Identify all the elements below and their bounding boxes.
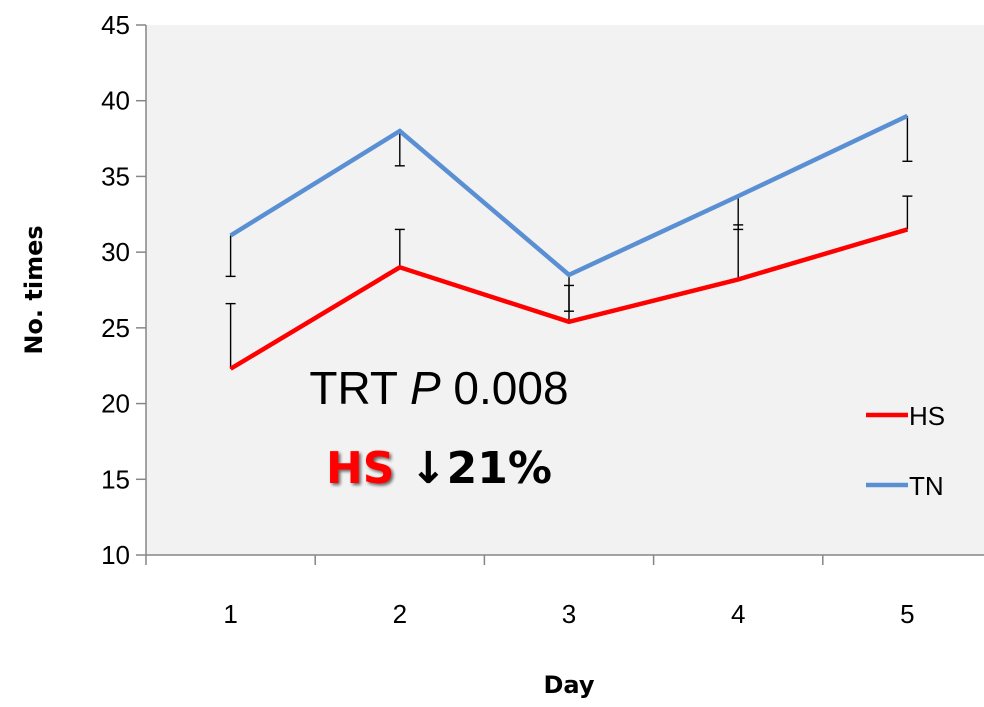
x-tick-label: 1	[223, 599, 237, 629]
annotation: TRT P 0.008 HS ↓21%	[309, 362, 568, 494]
annotation-prefix: TRT	[309, 362, 410, 414]
series-lines	[229, 113, 909, 371]
legend-label: HS	[909, 401, 945, 431]
error-bars	[225, 115, 913, 369]
series-line-hs	[229, 227, 909, 371]
y-tick-label: 35	[101, 161, 130, 191]
series-line-tn	[229, 113, 909, 278]
legend-item-tn: TN	[866, 471, 944, 501]
legend-label: TN	[909, 471, 944, 501]
legend: HS TN	[866, 401, 945, 501]
y-tick-label: 30	[101, 237, 130, 267]
error-bar-tn	[394, 131, 405, 167]
x-axis: 1 2 3 4 5	[145, 554, 984, 629]
annotation-reduction: ↓21%	[395, 443, 553, 494]
error-bar-hs	[902, 195, 913, 230]
y-axis-title: No. times	[20, 225, 48, 354]
error-bar-tn	[902, 115, 913, 162]
plot-area	[146, 25, 984, 555]
y-axis: 10 15 20 25 30 35 40 45	[101, 10, 147, 570]
x-tick-label: 5	[900, 599, 914, 629]
y-tick-labels: 10 15 20 25 30 35 40 45	[101, 10, 130, 570]
y-tick-label: 20	[101, 389, 130, 419]
error-bar-tn	[733, 196, 744, 231]
error-bar-hs	[394, 228, 405, 268]
x-tick-label: 2	[393, 599, 407, 629]
error-bar-tn	[225, 235, 236, 278]
reduction-annotation: HS ↓21%	[326, 443, 552, 494]
annotation-p: P	[410, 362, 441, 414]
annotation-hs-label: HS	[326, 443, 395, 494]
annotation-value: 0.008	[441, 362, 569, 414]
x-tick-label: 3	[562, 599, 576, 629]
significance-annotation: TRT P 0.008	[309, 362, 568, 414]
x-tick-labels: 1 2 3 4 5	[223, 599, 914, 629]
y-tick-label: 25	[101, 313, 130, 343]
error-bar-tn	[564, 274, 574, 312]
x-ticks	[145, 555, 824, 565]
x-tick-label: 4	[731, 599, 745, 629]
y-ticks	[136, 24, 146, 556]
y-tick-label: 45	[101, 10, 130, 40]
x-axis-title: Day	[543, 671, 594, 699]
y-tick-label: 40	[101, 86, 130, 116]
error-bar-hs	[225, 302, 236, 369]
y-tick-label: 10	[101, 540, 130, 570]
legend-item-hs: HS	[866, 401, 945, 431]
y-tick-label: 15	[101, 464, 130, 494]
